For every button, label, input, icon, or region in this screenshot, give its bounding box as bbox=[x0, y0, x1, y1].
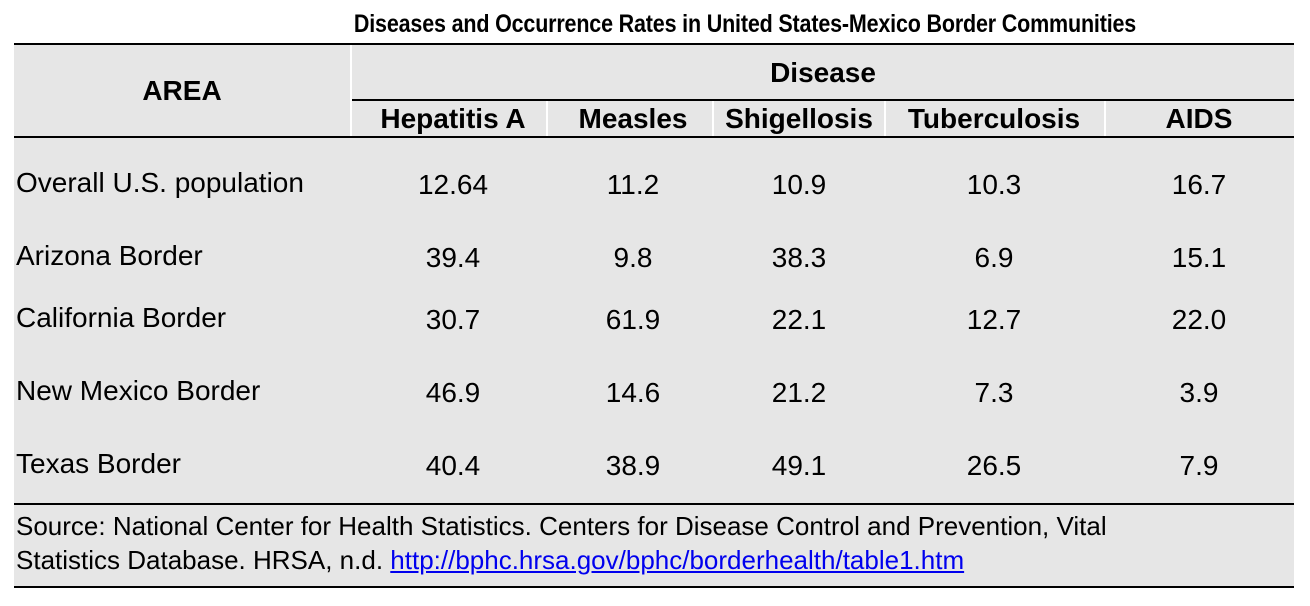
data-cell: 22.0 bbox=[1171, 304, 1227, 335]
column-header: Shigellosis bbox=[725, 103, 873, 134]
row-label: Overall U.S. population bbox=[16, 167, 304, 198]
header-separator bbox=[546, 101, 548, 136]
data-cell: 46.9 bbox=[425, 377, 481, 408]
row-label: California Border bbox=[16, 302, 227, 333]
data-cell: 7.9 bbox=[1179, 450, 1219, 481]
source-rule bbox=[14, 503, 1294, 505]
group-rule bbox=[350, 99, 1294, 101]
data-cell: 49.1 bbox=[771, 450, 827, 481]
data-cell: 38.9 bbox=[605, 450, 661, 481]
column-header: Hepatitis A bbox=[380, 103, 526, 134]
header-separator bbox=[712, 101, 714, 136]
row-label: Texas Border bbox=[16, 448, 181, 479]
data-cell: 10.9 bbox=[771, 169, 827, 200]
data-cell: 12.7 bbox=[966, 304, 1022, 335]
data-cell: 26.5 bbox=[966, 450, 1022, 481]
disease-group-header: Disease bbox=[770, 57, 876, 88]
source-line-2-text: Statistics Database. HRSA, n.d. bbox=[16, 545, 391, 575]
data-cell: 7.3 bbox=[974, 377, 1014, 408]
data-cell: 38.3 bbox=[771, 242, 827, 273]
data-cell: 16.7 bbox=[1171, 169, 1227, 200]
data-cell: 15.1 bbox=[1171, 242, 1227, 273]
column-header: AIDS bbox=[1165, 103, 1233, 134]
bottom-rule bbox=[14, 586, 1294, 588]
data-cell: 10.3 bbox=[966, 169, 1022, 200]
data-cell: 30.7 bbox=[425, 304, 481, 335]
data-cell: 9.8 bbox=[613, 242, 653, 273]
table-title: Diseases and Occurrence Rates in United … bbox=[353, 10, 1137, 38]
source-note: Source: National Center for Health Stati… bbox=[16, 509, 1291, 577]
data-cell: 3.9 bbox=[1179, 377, 1219, 408]
data-cell: 22.1 bbox=[771, 304, 827, 335]
header-rule bbox=[14, 136, 1294, 138]
data-cell: 12.64 bbox=[417, 169, 489, 200]
source-link[interactable]: http://bphc.hrsa.gov/bphc/borderhealth/t… bbox=[390, 545, 965, 575]
header-separator bbox=[350, 45, 352, 136]
data-cell: 39.4 bbox=[425, 242, 481, 273]
data-cell: 11.2 bbox=[606, 169, 660, 200]
top-rule bbox=[14, 43, 1294, 45]
source-line-2: Statistics Database. HRSA, n.d. http://b… bbox=[16, 543, 1291, 577]
column-header: Tuberculosis bbox=[907, 103, 1081, 134]
data-cell: 40.4 bbox=[425, 450, 481, 481]
data-cell: 21.2 bbox=[771, 377, 827, 408]
row-label: Arizona Border bbox=[16, 240, 203, 271]
data-cell: 14.6 bbox=[605, 377, 661, 408]
table-panel bbox=[14, 45, 1294, 588]
column-header: Measles bbox=[578, 103, 688, 134]
data-cell: 6.9 bbox=[974, 242, 1014, 273]
area-header: AREA bbox=[142, 75, 222, 106]
data-cell: 61.9 bbox=[605, 304, 661, 335]
header-separator bbox=[1104, 101, 1106, 136]
header-separator bbox=[884, 101, 886, 136]
source-line-1: Source: National Center for Health Stati… bbox=[16, 511, 1107, 541]
row-label: New Mexico Border bbox=[16, 375, 261, 406]
